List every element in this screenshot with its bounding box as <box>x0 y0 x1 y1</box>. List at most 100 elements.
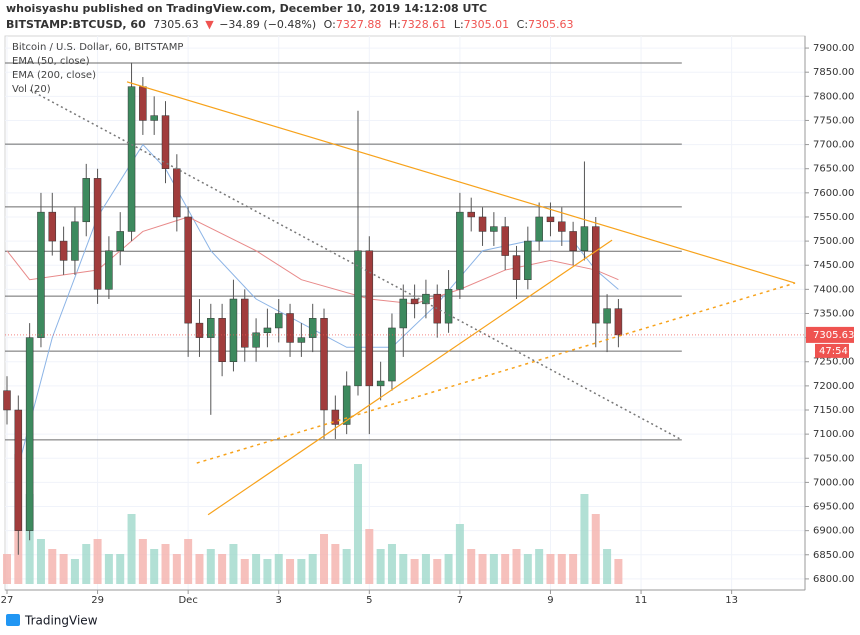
x-tick-label: Dec <box>178 595 197 606</box>
symbol-line: BITSTAMP:BTCUSD, 60 7305.63 ▼ −34.89 (−0… <box>6 18 574 31</box>
y-tick-label: 7700.00 <box>813 140 854 151</box>
legend-ema50: EMA (50, close) <box>12 56 90 67</box>
candle-body <box>241 298 249 348</box>
candle-body <box>535 216 543 242</box>
candle-body <box>218 318 226 362</box>
candle-body <box>173 168 181 218</box>
candle-body <box>331 409 340 425</box>
candle-body <box>150 115 158 121</box>
y-tick-label: 7400.00 <box>813 284 854 295</box>
candle-body <box>467 211 475 218</box>
chart-title: Bitcoin / U.S. Dollar, 60, BITSTAMP <box>12 42 183 53</box>
volume-bar <box>569 554 578 584</box>
x-tick-label: 7 <box>457 595 463 606</box>
candle-body <box>376 380 385 387</box>
candle-body <box>286 313 294 343</box>
legend-ema200: EMA (200, close) <box>12 70 96 81</box>
change: −34.89 (−0.48%) <box>219 18 316 31</box>
countdown-label: 47:54 <box>819 346 848 357</box>
candle-body <box>422 293 430 305</box>
volume-bar <box>512 549 521 584</box>
y-tick-label: 7500.00 <box>813 236 854 247</box>
x-tick-label: 11 <box>635 595 648 606</box>
x-tick-label: 13 <box>725 595 738 606</box>
y-tick-label: 7550.00 <box>813 212 854 223</box>
volume-bar <box>308 554 317 584</box>
c: 7305.63 <box>528 18 574 31</box>
y-tick-label: 7650.00 <box>813 164 854 175</box>
last-price-box <box>806 326 854 343</box>
volume-bar <box>218 554 227 584</box>
y-tick-label: 6850.00 <box>813 550 854 561</box>
volume-bar <box>535 549 544 584</box>
candle-body <box>274 313 283 329</box>
candle-body <box>3 390 11 411</box>
trend-line <box>207 239 613 516</box>
c-label: C: <box>517 18 528 31</box>
volume-bar <box>59 554 68 584</box>
x-tick-label: 29 <box>91 595 104 606</box>
candle-body <box>478 216 487 232</box>
trend-line <box>126 81 796 284</box>
volume-bar <box>48 549 57 584</box>
volume-bar <box>127 514 136 584</box>
volume-bar <box>82 544 91 584</box>
candle-body <box>127 86 136 232</box>
candle-body <box>116 231 124 251</box>
h-label: H: <box>389 18 401 31</box>
candle-body <box>207 318 215 338</box>
candle-body <box>490 226 498 232</box>
ema-line <box>6 216 619 305</box>
candle-body <box>524 240 532 280</box>
y-tick-label: 7850.00 <box>813 67 854 78</box>
volume-bar <box>603 549 612 584</box>
volume-bar <box>70 559 79 584</box>
candle-body <box>342 385 351 425</box>
volume-bar <box>206 549 215 584</box>
volume-bar <box>252 554 261 584</box>
y-tick-label: 6900.00 <box>813 526 854 537</box>
candle-body <box>558 221 566 232</box>
candle-body <box>93 178 102 290</box>
y-tick-label: 7150.00 <box>813 405 854 416</box>
volume-bar <box>161 544 170 584</box>
candle-body <box>308 318 317 338</box>
candle-body <box>252 332 260 348</box>
candle-body <box>410 298 419 305</box>
legend-volume: Vol (20) <box>12 84 51 95</box>
volume-bar <box>36 539 45 584</box>
last-price-label: 7305.63 <box>813 330 854 341</box>
candle-body <box>184 216 192 324</box>
volume-bar <box>240 559 249 584</box>
volume-bar <box>433 559 442 584</box>
y-tick-label: 7900.00 <box>813 43 854 54</box>
candle-body <box>229 298 238 362</box>
candle-body <box>161 115 170 169</box>
author-line: whoisyashu published on TradingView.com,… <box>6 2 487 15</box>
volume-bar <box>421 554 430 584</box>
trend-line <box>196 282 796 464</box>
candle-body <box>82 178 90 223</box>
countdown-box <box>815 343 849 358</box>
volume-bar <box>184 539 193 584</box>
arrow: ▼ <box>205 18 214 31</box>
footer-logo: TradingView <box>6 614 98 628</box>
candle-body <box>59 240 68 261</box>
candle-body <box>444 289 453 324</box>
volume-bar <box>150 549 159 584</box>
volume-bar <box>116 554 125 584</box>
h: 7328.61 <box>401 18 447 31</box>
volume-bar <box>387 544 396 584</box>
y-tick-label: 7050.00 <box>813 453 854 464</box>
candle-body <box>105 250 113 290</box>
x-tick-label: 3 <box>276 595 282 606</box>
candle-body <box>320 318 328 411</box>
y-tick-label: 7250.00 <box>813 357 854 368</box>
candle-body <box>433 293 441 324</box>
volume-bar <box>478 554 487 584</box>
volume-bar <box>365 529 374 584</box>
candle-body <box>139 86 147 121</box>
candle-body <box>456 211 464 290</box>
logo-icon <box>6 614 20 626</box>
